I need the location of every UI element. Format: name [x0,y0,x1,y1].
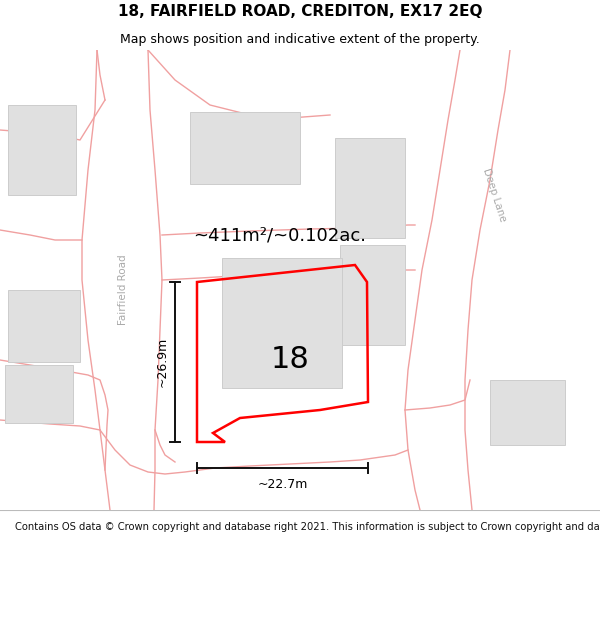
Text: ~411m²/~0.102ac.: ~411m²/~0.102ac. [193,226,367,244]
Bar [8,290,80,362]
Text: ~26.9m: ~26.9m [155,337,169,387]
Bar [340,245,405,345]
Text: 18, FAIRFIELD ROAD, CREDITON, EX17 2EQ: 18, FAIRFIELD ROAD, CREDITON, EX17 2EQ [118,4,482,19]
Text: Map shows position and indicative extent of the property.: Map shows position and indicative extent… [120,32,480,46]
Text: Deep Lane: Deep Lane [481,167,508,223]
Bar [8,105,76,195]
Bar [490,380,565,445]
Text: Contains OS data © Crown copyright and database right 2021. This information is : Contains OS data © Crown copyright and d… [15,521,600,531]
Text: ~22.7m: ~22.7m [257,478,308,491]
Bar [222,258,342,388]
Bar [5,365,73,423]
Bar [190,112,300,184]
Bar [335,138,405,238]
Text: 18: 18 [271,346,310,374]
Text: Fairfield Road: Fairfield Road [118,255,128,325]
